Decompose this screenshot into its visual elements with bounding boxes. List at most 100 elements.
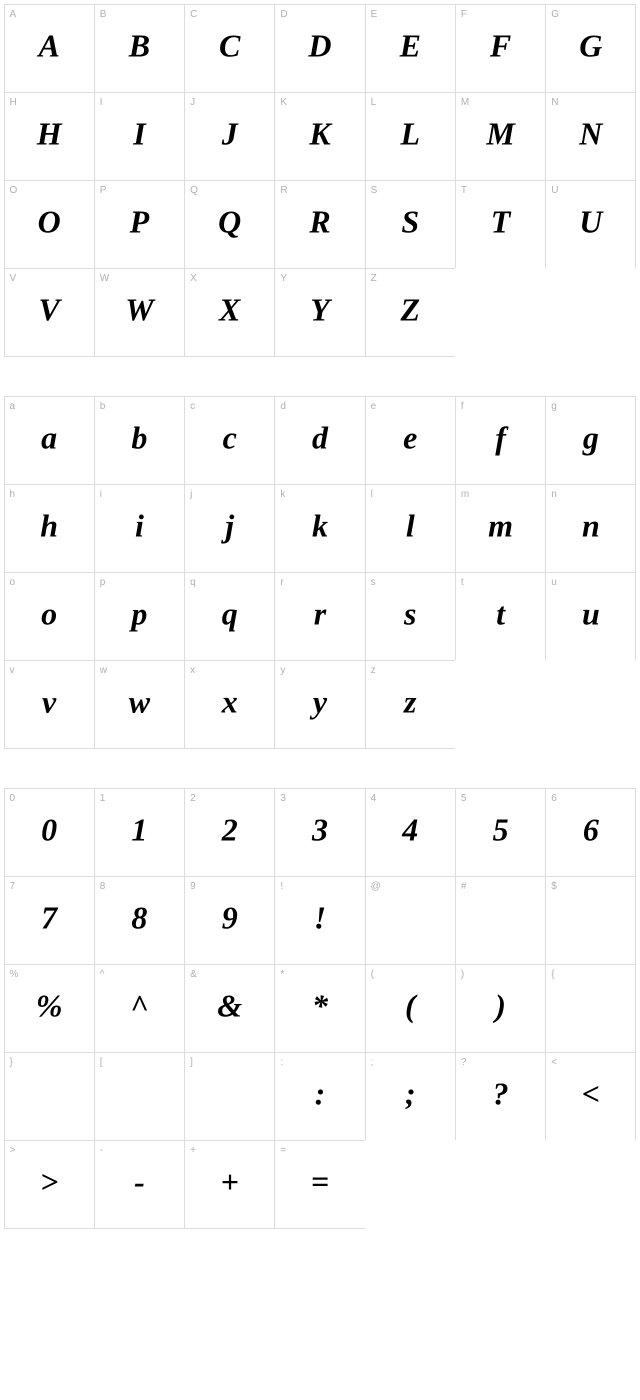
glyph-cell[interactable]: RR	[274, 180, 365, 269]
glyph-cell[interactable]: MM	[455, 92, 546, 181]
glyph-cell[interactable]: hh	[4, 484, 95, 573]
glyph-cell[interactable]: cc	[184, 396, 275, 485]
glyph-cell[interactable]: {	[545, 964, 636, 1053]
glyph-cell[interactable]: pp	[94, 572, 185, 661]
glyph-cell[interactable]: vv	[4, 660, 95, 749]
glyph-cell[interactable]: OO	[4, 180, 95, 269]
glyph-cell[interactable]: **	[274, 964, 365, 1053]
cell-glyph: E	[400, 28, 421, 65]
glyph-cell[interactable]: AA	[4, 4, 95, 93]
glyph-cell[interactable]: uu	[545, 572, 636, 661]
glyph-cell[interactable]: [	[94, 1052, 185, 1141]
cell-glyph: 2	[222, 812, 238, 849]
glyph-cell[interactable]: 99	[184, 876, 275, 965]
glyph-cell[interactable]: 88	[94, 876, 185, 965]
glyph-cell[interactable]: JJ	[184, 92, 275, 181]
glyph-cell[interactable]: II	[94, 92, 185, 181]
glyph-cell[interactable]: YY	[274, 268, 365, 357]
cell-glyph: W	[125, 292, 153, 329]
glyph-cell[interactable]: ]	[184, 1052, 275, 1141]
glyph-cell[interactable]: 77	[4, 876, 95, 965]
glyph-cell[interactable]: WW	[94, 268, 185, 357]
glyph-cell[interactable]: oo	[4, 572, 95, 661]
glyph-cell[interactable]: bb	[94, 396, 185, 485]
glyph-cell[interactable]: SS	[365, 180, 456, 269]
glyph-cell[interactable]: ee	[365, 396, 456, 485]
glyph-cell[interactable]: NN	[545, 92, 636, 181]
glyph-cell[interactable]: 33	[274, 788, 365, 877]
glyph-cell[interactable]: >>	[4, 1140, 95, 1229]
glyph-cell[interactable]: FF	[455, 4, 546, 93]
glyph-cell[interactable]: 00	[4, 788, 95, 877]
glyph-cell[interactable]: tt	[455, 572, 546, 661]
glyph-cell[interactable]: %%	[4, 964, 95, 1053]
glyph-cell[interactable]: ^^	[94, 964, 185, 1053]
glyph-cell[interactable]: dd	[274, 396, 365, 485]
cell-glyph: N	[579, 116, 602, 153]
glyph-cell[interactable]: BB	[94, 4, 185, 93]
glyph-cell[interactable]: VV	[4, 268, 95, 357]
glyph-cell[interactable]: rr	[274, 572, 365, 661]
glyph-cell[interactable]: yy	[274, 660, 365, 749]
glyph-cell[interactable]: ??	[455, 1052, 546, 1141]
cell-label: S	[371, 185, 378, 196]
glyph-cell[interactable]: DD	[274, 4, 365, 93]
glyph-cell[interactable]: @	[365, 876, 456, 965]
cell-glyph: r	[314, 596, 326, 633]
glyph-cell[interactable]: ss	[365, 572, 456, 661]
glyph-cell[interactable]: ii	[94, 484, 185, 573]
glyph-cell[interactable]: ;;	[365, 1052, 456, 1141]
glyph-cell[interactable]: 55	[455, 788, 546, 877]
glyph-cell[interactable]: PP	[94, 180, 185, 269]
glyph-cell[interactable]: ::	[274, 1052, 365, 1141]
cell-label: L	[371, 97, 377, 108]
glyph-cell[interactable]: XX	[184, 268, 275, 357]
glyph-cell[interactable]: gg	[545, 396, 636, 485]
glyph-cell[interactable]: ==	[274, 1140, 365, 1229]
glyph-cell[interactable]: #	[455, 876, 546, 965]
glyph-cell[interactable]: LL	[365, 92, 456, 181]
empty-cell	[545, 1140, 636, 1229]
glyph-cell[interactable]: !!	[274, 876, 365, 965]
cell-label: s	[371, 577, 376, 588]
glyph-cell[interactable]: GG	[545, 4, 636, 93]
glyph-cell[interactable]: ((	[365, 964, 456, 1053]
glyph-cell[interactable]: KK	[274, 92, 365, 181]
glyph-cell[interactable]: }	[4, 1052, 95, 1141]
glyph-cell[interactable]: $	[545, 876, 636, 965]
cell-label: p	[100, 577, 106, 588]
glyph-cell[interactable]: ++	[184, 1140, 275, 1229]
glyph-cell[interactable]: QQ	[184, 180, 275, 269]
glyph-cell[interactable]: <<	[545, 1052, 636, 1141]
glyph-cell[interactable]: ww	[94, 660, 185, 749]
glyph-cell[interactable]: ff	[455, 396, 546, 485]
glyph-cell[interactable]: qq	[184, 572, 275, 661]
glyph-cell[interactable]: xx	[184, 660, 275, 749]
glyph-cell[interactable]: HH	[4, 92, 95, 181]
glyph-cell[interactable]: aa	[4, 396, 95, 485]
glyph-cell[interactable]: ll	[365, 484, 456, 573]
cell-glyph: P	[130, 204, 150, 241]
glyph-cell[interactable]: zz	[365, 660, 456, 749]
character-map: AABBCCDDEEFFGG HHIIJJKKLLMMNN OOPPQQRRSSTT…	[4, 4, 636, 1228]
glyph-cell[interactable]: kk	[274, 484, 365, 573]
glyph-cell[interactable]: &&	[184, 964, 275, 1053]
glyph-cell[interactable]: 11	[94, 788, 185, 877]
cell-glyph: )	[495, 988, 506, 1025]
glyph-cell[interactable]: CC	[184, 4, 275, 93]
glyph-cell[interactable]: 44	[365, 788, 456, 877]
glyph-cell[interactable]: nn	[545, 484, 636, 573]
glyph-cell[interactable]: jj	[184, 484, 275, 573]
glyph-cell[interactable]: EE	[365, 4, 456, 93]
empty-cell	[455, 1140, 546, 1229]
glyph-cell[interactable]: UU	[545, 180, 636, 269]
empty-cell	[455, 268, 546, 357]
glyph-cell[interactable]: TT	[455, 180, 546, 269]
glyph-cell[interactable]: 66	[545, 788, 636, 877]
glyph-cell[interactable]: 22	[184, 788, 275, 877]
glyph-cell[interactable]: ZZ	[365, 268, 456, 357]
glyph-cell[interactable]: --	[94, 1140, 185, 1229]
glyph-cell[interactable]: mm	[455, 484, 546, 573]
cell-label: w	[100, 665, 107, 676]
glyph-cell[interactable]: ))	[455, 964, 546, 1053]
